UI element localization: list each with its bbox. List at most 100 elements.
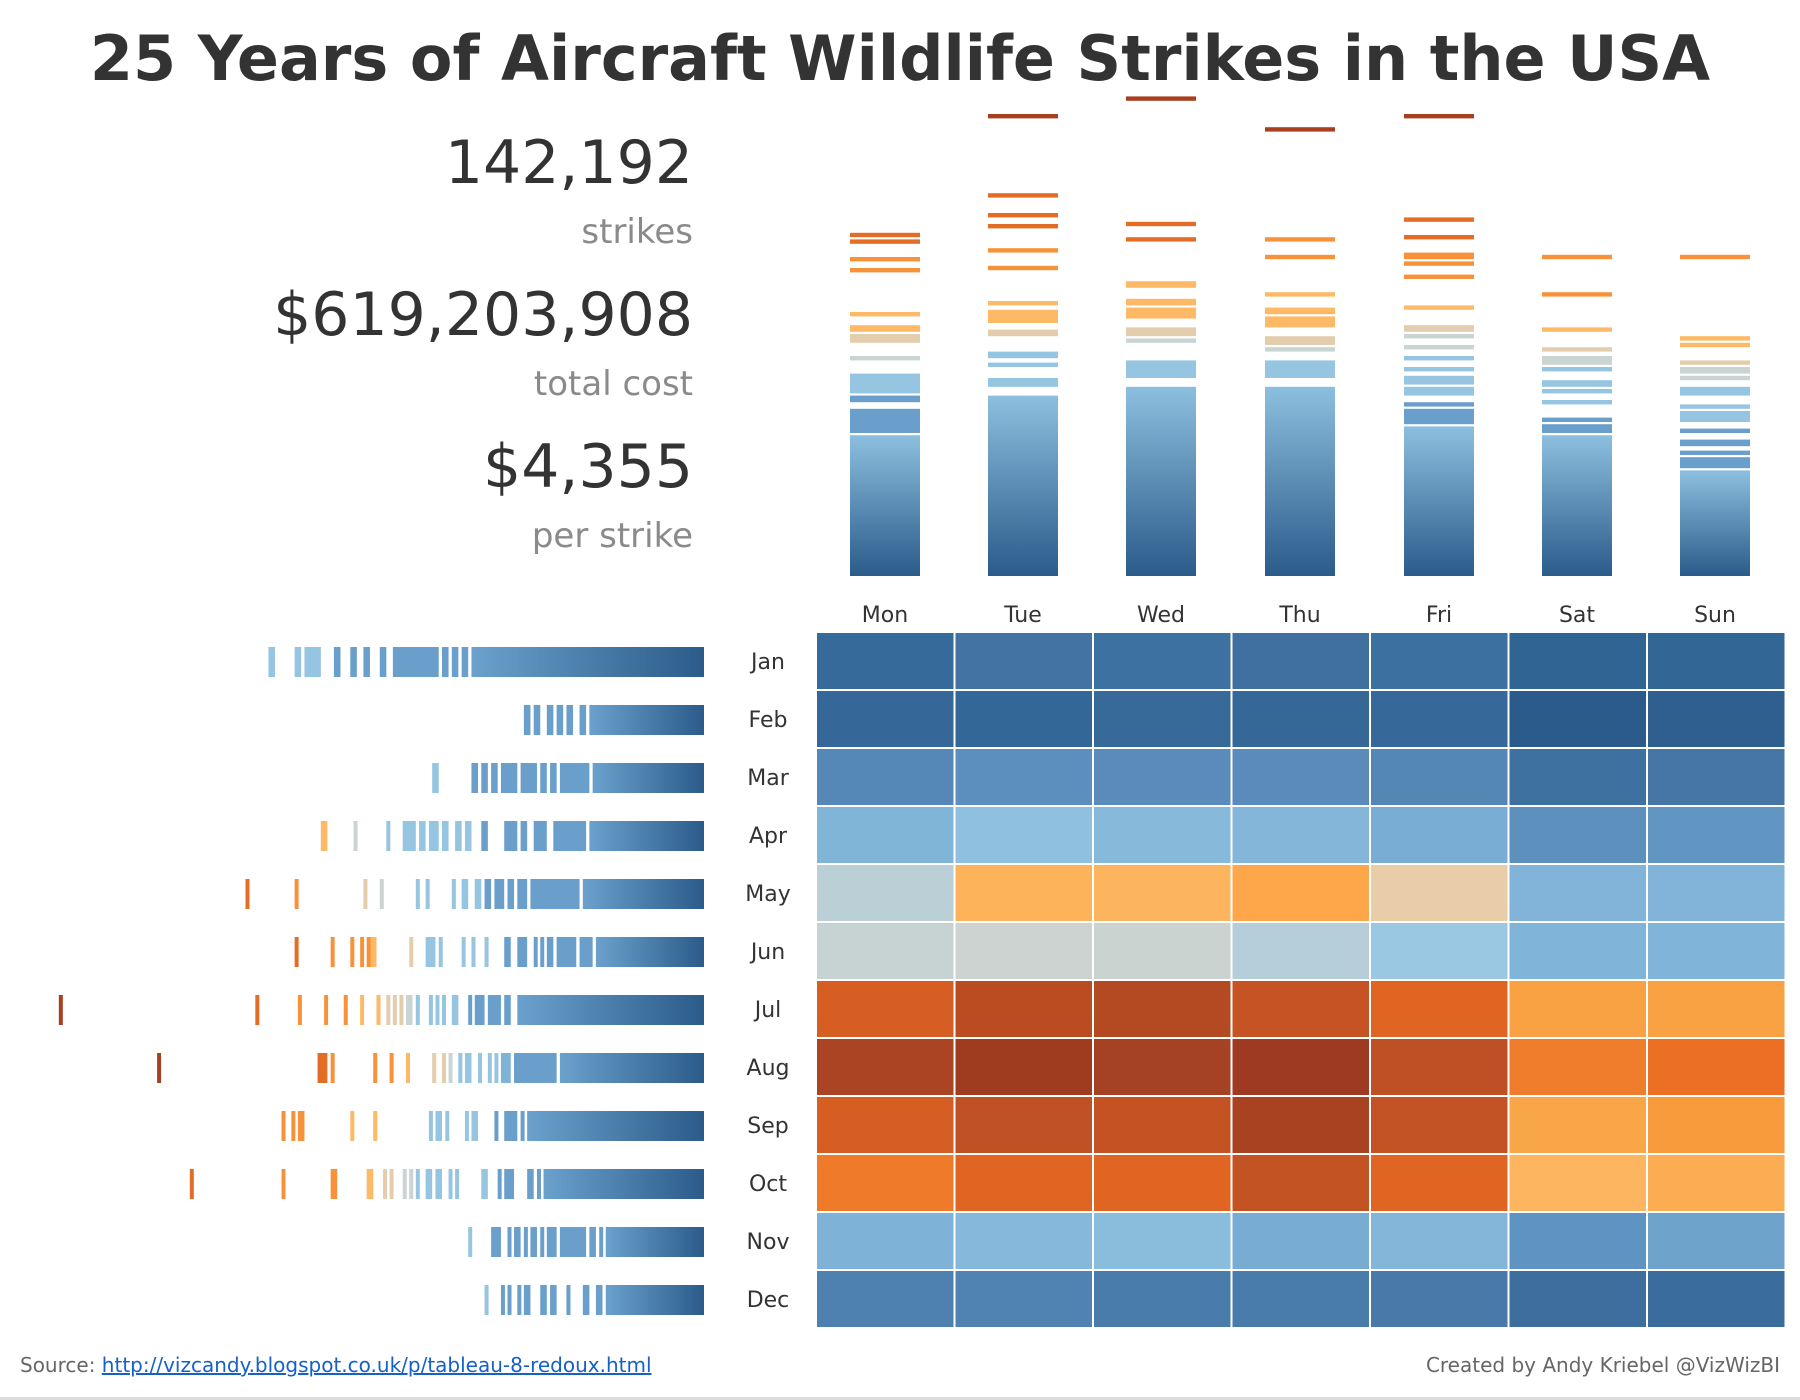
strip-segment-sep xyxy=(464,1111,469,1141)
heatmap-cell-nov-fri xyxy=(1371,1213,1508,1269)
strip-segment-feb xyxy=(533,705,541,735)
bar-segment-sun xyxy=(1680,375,1750,381)
heatmap-cell-sep-fri xyxy=(1371,1097,1508,1153)
strip-segment-jun xyxy=(546,937,554,967)
source-link[interactable]: http://vizcandy.blogspot.co.uk/p/tableau… xyxy=(101,1353,652,1377)
strip-segment-aug xyxy=(478,1053,483,1083)
bar-segment-fri xyxy=(1404,252,1474,260)
strip-segment-oct xyxy=(415,1169,420,1199)
strip-segment-jan xyxy=(294,647,302,677)
heatmap-cell-jul-sat xyxy=(1509,981,1646,1037)
strip-segment-nov xyxy=(559,1227,587,1257)
bar-segment-thu xyxy=(1265,386,1335,576)
strip-segment-jun xyxy=(504,937,511,967)
day-label-sun: Sun xyxy=(1694,603,1736,628)
strip-segment-oct xyxy=(543,1169,704,1199)
strip-segment-oct xyxy=(497,1169,502,1199)
day-label-wed: Wed xyxy=(1137,603,1185,628)
strip-segment-jun xyxy=(461,937,466,967)
bar-segment-fri xyxy=(1404,325,1474,332)
strip-segment-oct xyxy=(455,1169,460,1199)
month-label-dec: Dec xyxy=(747,1288,790,1313)
strip-segment-feb xyxy=(556,705,564,735)
heatmap-cell-jul-wed xyxy=(1094,981,1231,1037)
bar-segment-sat xyxy=(1542,254,1612,260)
bar-segment-wed xyxy=(1126,221,1196,227)
strip-segment-may xyxy=(425,879,430,909)
strip-segment-sep xyxy=(297,1111,305,1141)
heatmap-cell-apr-sat xyxy=(1509,807,1646,863)
source-footer: Source: http://vizcandy.blogspot.co.uk/p… xyxy=(20,1353,652,1377)
bar-segment-sat xyxy=(1542,292,1612,297)
strip-segment-dec xyxy=(550,1285,557,1315)
bar-segment-tue xyxy=(988,114,1058,119)
heatmap-cell-dec-sun xyxy=(1648,1271,1785,1327)
bar-segment-sat xyxy=(1542,356,1612,365)
month-strip-chart xyxy=(58,647,704,1315)
strip-segment-sep xyxy=(445,1111,450,1141)
strip-segment-oct xyxy=(435,1169,442,1199)
bar-segment-fri xyxy=(1404,367,1474,372)
bar-segment-sun xyxy=(1680,254,1750,260)
month-label-may: May xyxy=(745,882,790,907)
bar-segment-mon xyxy=(850,408,920,433)
bar-segment-sun xyxy=(1680,428,1750,433)
bar-segment-mon xyxy=(850,232,920,238)
per-strike-value: $4,355 xyxy=(483,432,693,502)
strip-segment-sep xyxy=(520,1111,525,1141)
heatmap-cell-dec-wed xyxy=(1094,1271,1231,1327)
bar-segment-sat xyxy=(1542,435,1612,576)
day-label-tue: Tue xyxy=(1003,603,1042,628)
strip-segment-apr xyxy=(442,821,449,851)
bar-segment-wed xyxy=(1126,327,1196,337)
source-prefix: Source: xyxy=(20,1353,102,1377)
bar-segment-tue xyxy=(988,193,1058,198)
bar-segment-sun xyxy=(1680,386,1750,396)
heatmap-cell-mar-wed xyxy=(1094,749,1231,805)
heatmap-cell-nov-wed xyxy=(1094,1213,1231,1269)
strip-segment-dec xyxy=(595,1285,603,1315)
strip-segment-mar xyxy=(592,763,704,793)
bottom-divider xyxy=(0,1397,1800,1400)
strip-segment-jul xyxy=(487,995,501,1025)
heatmap-cell-aug-sun xyxy=(1648,1039,1785,1095)
strip-segment-aug xyxy=(559,1053,704,1083)
bar-segment-thu xyxy=(1265,316,1335,328)
heatmap-cell-oct-sun xyxy=(1648,1155,1785,1211)
heatmap-cell-sep-tue xyxy=(955,1097,1092,1153)
heatmap-cell-jun-wed xyxy=(1094,923,1231,979)
bar-segment-tue xyxy=(988,351,1058,359)
heatmap-cell-sep-sun xyxy=(1648,1097,1785,1153)
strip-segment-feb xyxy=(589,705,704,735)
day-label-thu: Thu xyxy=(1278,603,1320,628)
strip-segment-apr xyxy=(386,821,391,851)
heatmap-cell-may-thu xyxy=(1232,865,1369,921)
bar-segment-fri xyxy=(1404,402,1474,407)
strip-segment-nov xyxy=(605,1227,704,1257)
strip-segment-jul xyxy=(255,995,260,1025)
strip-segment-jun xyxy=(517,937,528,967)
strip-segment-jun xyxy=(438,937,443,967)
heatmap-cell-oct-sat xyxy=(1509,1155,1646,1211)
strip-segment-sep xyxy=(281,1111,286,1141)
bar-segment-sun xyxy=(1680,404,1750,409)
bar-segment-sun xyxy=(1680,450,1750,455)
strip-segment-sep xyxy=(373,1111,378,1141)
strip-segment-mar xyxy=(559,763,590,793)
strip-segment-apr xyxy=(504,821,518,851)
strip-segment-jul xyxy=(451,995,459,1025)
day-label-fri: Fri xyxy=(1426,603,1452,628)
strip-segment-jul xyxy=(324,995,329,1025)
heatmap-cell-feb-sun xyxy=(1648,691,1785,747)
strip-segment-aug xyxy=(494,1053,499,1083)
month-label-sep: Sep xyxy=(747,1114,788,1139)
strip-segment-nov xyxy=(514,1227,521,1257)
heatmap-cell-apr-wed xyxy=(1094,807,1231,863)
bar-segment-fri xyxy=(1404,261,1474,266)
strip-segment-apr xyxy=(455,821,462,851)
bar-segment-sun xyxy=(1680,439,1750,447)
strip-segment-dec xyxy=(605,1285,704,1315)
bar-segment-fri xyxy=(1404,217,1474,222)
strip-segment-may xyxy=(507,879,515,909)
bar-segment-mon xyxy=(850,312,920,317)
